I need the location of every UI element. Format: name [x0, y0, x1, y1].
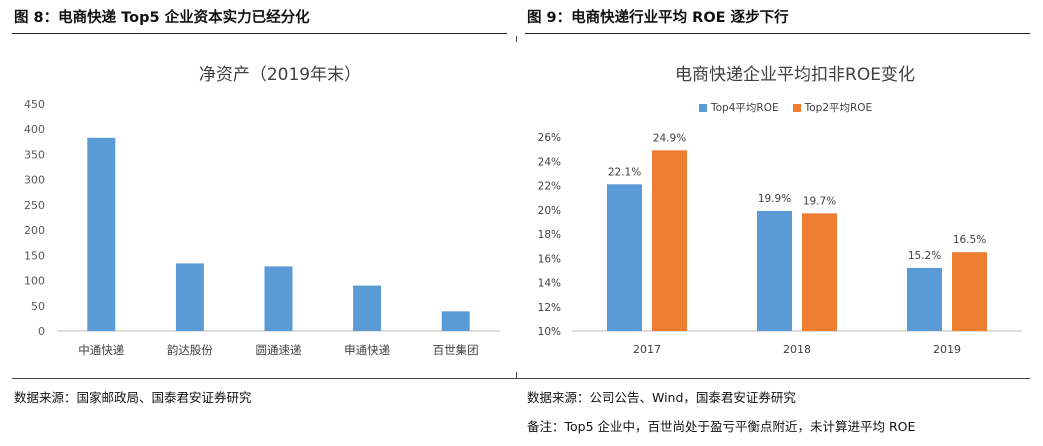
- y-tick-label: 200: [24, 224, 45, 237]
- legend-label-top4: Top4平均ROE: [711, 102, 779, 114]
- panel-divider-top: [516, 36, 517, 42]
- x-category-label: 韵达股份: [167, 343, 213, 357]
- y-tick-label: 16%: [538, 253, 561, 265]
- bar: [175, 263, 204, 331]
- net-assets-plot: 0 50 100 150 200 250 300 350 400 450 中通快递 韵达股份 圆通速递 申…: [24, 98, 500, 357]
- y-tick-label: 0: [38, 325, 45, 338]
- data-label: 19.9%: [758, 193, 791, 205]
- bar: [802, 213, 837, 331]
- y-tick-label: 12%: [538, 302, 561, 314]
- y-tick-label: 26%: [538, 132, 561, 144]
- x-category-label: 申通快递: [344, 343, 390, 357]
- figure-9-title: 图 9：电商快递行业平均 ROE 逐步下行: [527, 10, 789, 26]
- legend-swatch-top4: [699, 103, 707, 112]
- bar: [353, 285, 382, 331]
- y-tick-label: 150: [24, 249, 45, 262]
- bar: [607, 184, 642, 331]
- y-tick-label: 350: [24, 148, 45, 161]
- panel-divider-bottom: [516, 372, 517, 378]
- roe-chart-title: 电商快递企业平均扣非ROE变化: [675, 65, 915, 85]
- right-source-note: 数据来源：公司公告、Wind，国泰君安证券研究: [527, 390, 796, 405]
- bar: [87, 137, 116, 331]
- bar: [757, 210, 792, 331]
- bar: [907, 267, 942, 331]
- x-category-label: 中通快递: [78, 343, 124, 357]
- bar: [264, 266, 293, 331]
- bottom-rule: [12, 378, 1030, 379]
- x-category-label: 2017: [633, 343, 661, 356]
- left-source-note: 数据来源：国家邮政局、国泰君安证券研究: [14, 390, 252, 405]
- bar: [652, 150, 687, 331]
- figure-8-title: 图 8：电商快递 Top5 企业资本实力已经分化: [14, 10, 310, 26]
- y-tick-label: 400: [24, 123, 45, 136]
- legend-item-top2: Top2平均ROE: [792, 100, 873, 115]
- bar: [952, 252, 987, 331]
- roe-plot: 10% 12% 14% 16% 18% 20% 22% 24% 26% 22.1% 24.9% 201…: [538, 132, 1022, 356]
- y-tick-label: 250: [24, 199, 45, 212]
- legend-item-top4: Top4平均ROE: [699, 100, 779, 115]
- y-tick-label: 22%: [538, 181, 561, 193]
- roe-chart: 电商快递企业平均扣非ROE变化 Top4平均ROE Top2平均ROE 10% 1…: [515, 40, 1043, 375]
- data-label: 15.2%: [908, 250, 941, 262]
- right-remark-note: 备注：Top5 企业中，百世尚处于盈亏平衡点附近，未计算进平均 ROE: [527, 419, 916, 434]
- net-assets-chart: 净资产（2019年末） 0 50 100 150 200 250 300 350 400 450 中…: [0, 40, 515, 375]
- y-tick-label: 24%: [538, 156, 561, 168]
- net-assets-chart-title: 净资产（2019年末）: [198, 65, 362, 85]
- y-tick-label: 50: [31, 300, 45, 313]
- legend-label-top2: Top2平均ROE: [804, 102, 873, 114]
- data-label: 19.7%: [803, 195, 836, 207]
- y-tick-label: 450: [24, 98, 45, 111]
- legend-swatch-top2: [792, 103, 801, 112]
- y-tick-label: 20%: [538, 205, 561, 217]
- left-top-rule: [12, 33, 507, 34]
- x-category-label: 2019: [933, 343, 961, 356]
- x-category-label: 2018: [783, 343, 811, 356]
- data-label: 16.5%: [953, 234, 986, 246]
- bar: [441, 311, 470, 331]
- x-category-label: 圆通速递: [256, 343, 302, 357]
- y-tick-label: 14%: [538, 278, 561, 290]
- y-tick-label: 300: [24, 174, 45, 187]
- y-tick-label: 10%: [538, 326, 561, 338]
- y-tick-label: 18%: [538, 229, 561, 241]
- y-tick-label: 100: [24, 275, 45, 288]
- data-label: 22.1%: [608, 166, 641, 178]
- data-label: 24.9%: [653, 132, 686, 144]
- roe-legend: Top4平均ROE Top2平均ROE: [699, 100, 872, 115]
- x-category-label: 百世集团: [433, 343, 479, 357]
- right-top-rule: [525, 33, 1030, 34]
